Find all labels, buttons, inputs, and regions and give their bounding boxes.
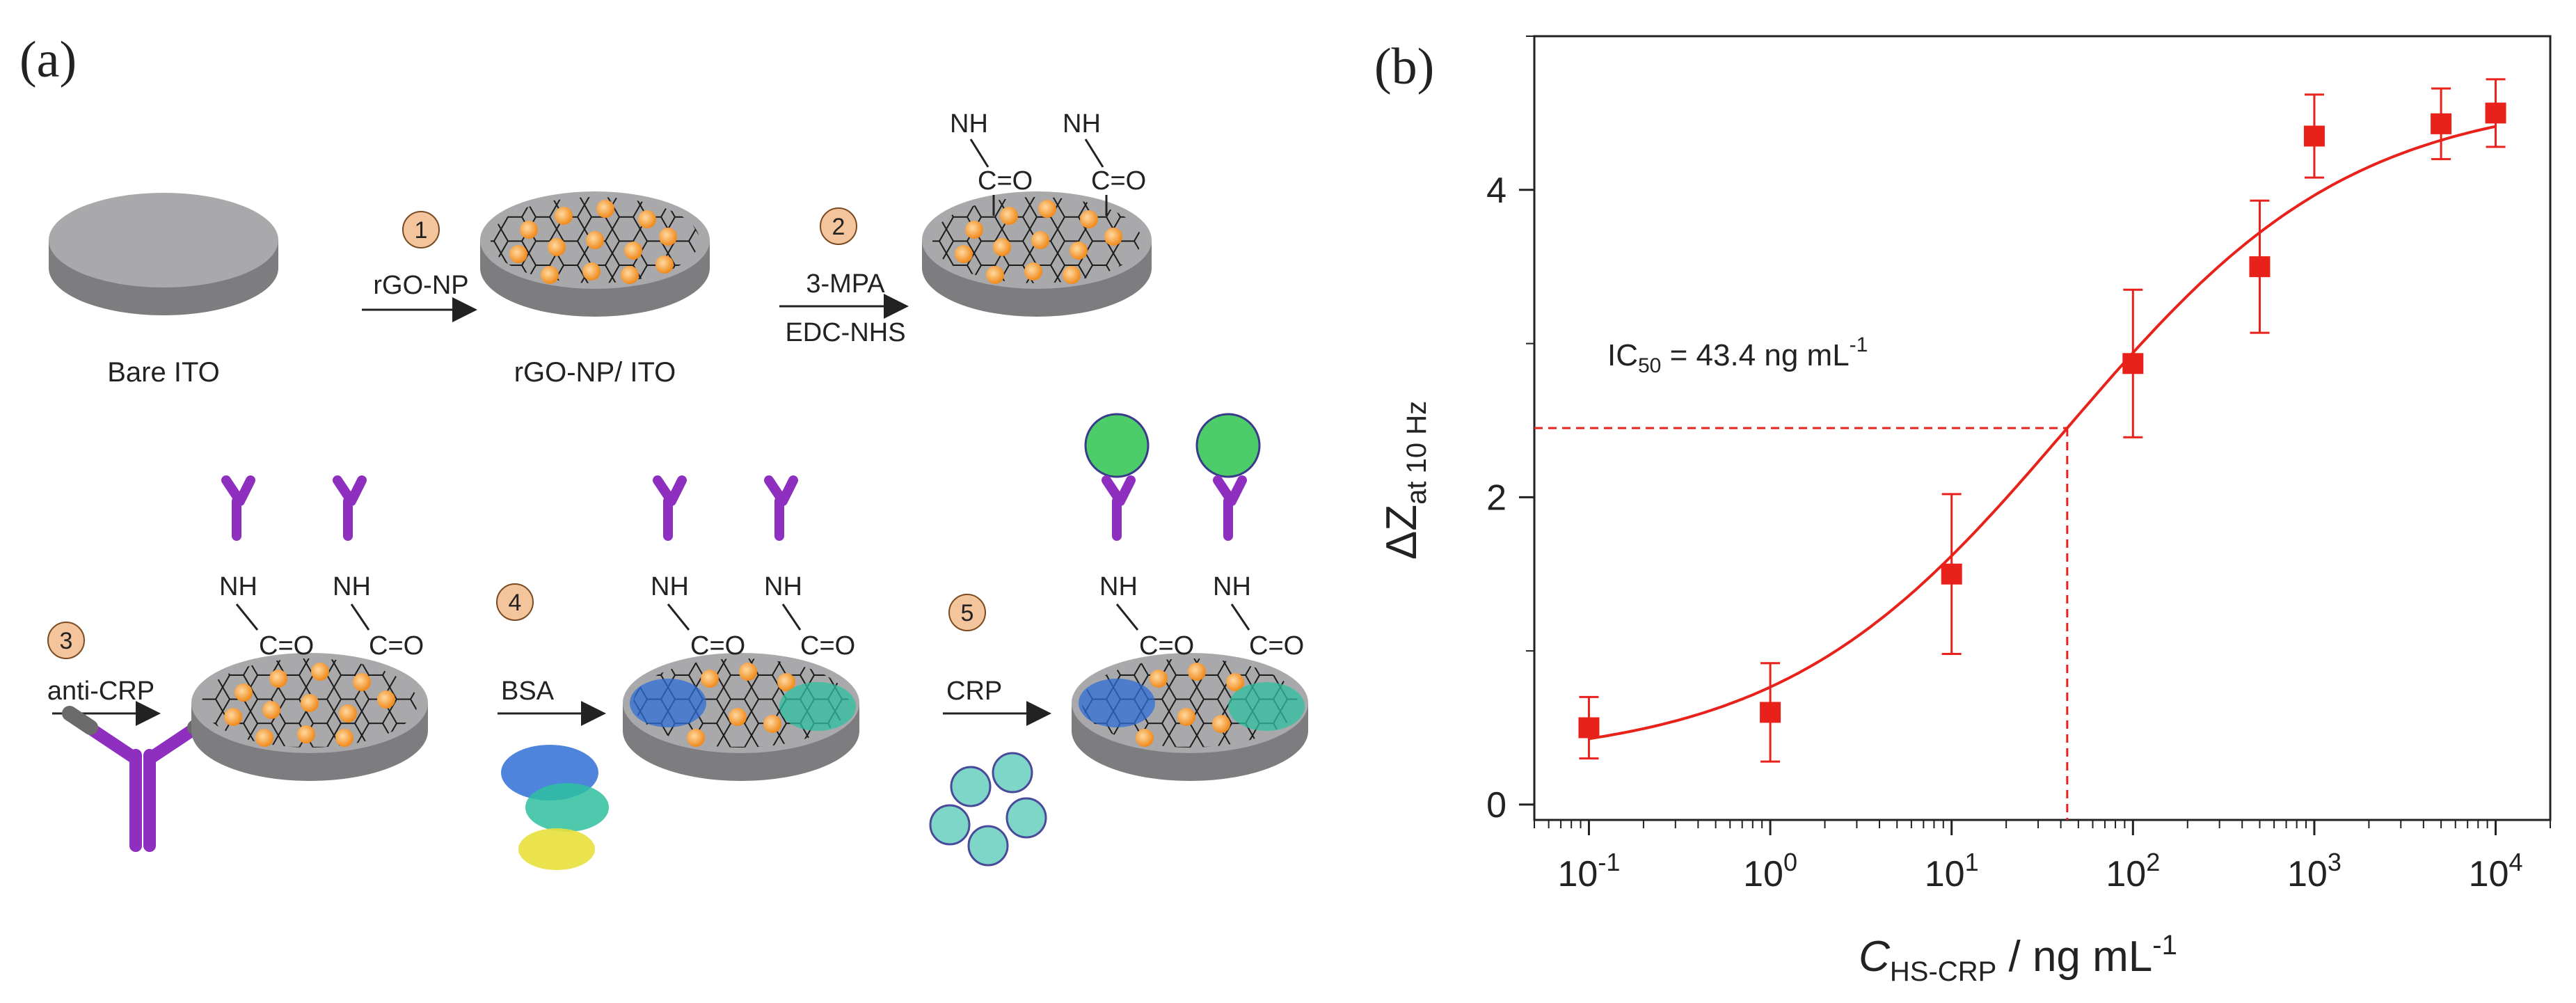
plot-ticks bbox=[1519, 35, 2551, 835]
error-bars bbox=[1579, 78, 2506, 763]
step-1-number: 1 bbox=[415, 217, 428, 244]
step-3-circle bbox=[47, 622, 85, 659]
co-label: C=O bbox=[259, 631, 314, 661]
bsa-protein-icon bbox=[501, 745, 609, 870]
bare-ito-disk bbox=[49, 193, 278, 315]
data-point bbox=[2485, 102, 2506, 124]
y-tick-label: 0 bbox=[1486, 785, 1506, 826]
crp-pentamer-icon bbox=[929, 752, 1047, 867]
rgo-np-ito-disk bbox=[480, 191, 710, 317]
x-axis-title: CHS-CRP / ng mL-1 bbox=[1859, 930, 2177, 987]
fit-line bbox=[1589, 125, 2496, 741]
crp-bound-disk: NH NH C=O C=O bbox=[1072, 413, 1308, 781]
antibody-disk: NH NH C=O C=O bbox=[191, 475, 428, 781]
x-tick-label: 103 bbox=[2287, 848, 2342, 894]
nh-label: NH bbox=[764, 572, 802, 601]
linker-group-top: NH NH C=O C=O bbox=[950, 109, 1146, 216]
step-2: 2 3-MPA EDC-NHS bbox=[779, 207, 909, 347]
step-5: 5 CRP bbox=[929, 594, 1051, 867]
step-1-circle bbox=[402, 211, 440, 248]
step-2-number: 2 bbox=[832, 214, 845, 240]
panel-a-label: (a) bbox=[19, 31, 77, 88]
step-2-circle bbox=[820, 207, 857, 245]
nh-label: NH bbox=[333, 572, 371, 601]
step-2-label-1: 3-MPA bbox=[806, 269, 885, 299]
y-tick-labels: 0 2 4 bbox=[1486, 171, 1506, 826]
co-label: C=O bbox=[690, 631, 745, 661]
nh-label: NH bbox=[1099, 572, 1138, 601]
step-3: 3 anti-CRP bbox=[47, 622, 223, 852]
co-label: C=O bbox=[1249, 631, 1304, 661]
step-4: 4 BSA bbox=[496, 583, 609, 870]
data-point bbox=[1578, 717, 1600, 739]
x-tick-label: 102 bbox=[2106, 848, 2160, 894]
step-2-label-2: EDC-NHS bbox=[785, 318, 905, 347]
co-label: C=O bbox=[369, 631, 424, 661]
step-5-number: 5 bbox=[961, 600, 974, 626]
data-point bbox=[1941, 563, 1962, 585]
step-3-label: anti-CRP bbox=[47, 677, 154, 706]
y-tick-label: 4 bbox=[1486, 171, 1506, 211]
data-point bbox=[1760, 702, 1781, 723]
step-4-number: 4 bbox=[509, 590, 522, 616]
step-5-label: CRP bbox=[946, 677, 1002, 706]
bare-ito-label: Bare ITO bbox=[107, 357, 220, 388]
nh-label: NH bbox=[950, 109, 988, 139]
nh-label: NH bbox=[1213, 572, 1251, 601]
data-points bbox=[1578, 102, 2506, 739]
step-1-label: rGO-NP bbox=[373, 271, 468, 300]
x-tick-label: 100 bbox=[1743, 848, 1797, 894]
ic50-guides bbox=[1534, 427, 2069, 820]
rgo-np-ito-label: rGO-NP/ ITO bbox=[514, 357, 676, 388]
y-axis-title: ΔZat 10 Hz bbox=[1378, 401, 1432, 560]
x-tick-label: 10-1 bbox=[1558, 848, 1621, 894]
step-4-circle bbox=[496, 583, 534, 621]
activated-disk bbox=[922, 191, 1152, 317]
data-point bbox=[2431, 113, 2452, 134]
data-point bbox=[2249, 256, 2271, 278]
x-tick-label: 101 bbox=[1925, 848, 1979, 894]
panel-b-label: (b) bbox=[1374, 38, 1434, 95]
co-label: C=O bbox=[800, 631, 855, 661]
data-point bbox=[2303, 125, 2325, 147]
fit-curve bbox=[1589, 125, 2496, 741]
y-tick-label: 2 bbox=[1486, 477, 1506, 518]
panel-b: (b) IC50 = 43.4 ng mL-1 ΔZat 10 Hz CHS-C… bbox=[1374, 35, 2552, 987]
panel-a: (a) Bare ITO 1 rGO-NP bbox=[19, 31, 1308, 870]
co-label: C=O bbox=[1091, 166, 1146, 196]
x-tick-labels: 10-1 100 101 102 103 104 bbox=[1558, 848, 2523, 894]
x-tick-label: 104 bbox=[2469, 848, 2523, 894]
nh-label: NH bbox=[1063, 109, 1101, 139]
step-3-number: 3 bbox=[60, 628, 73, 654]
step-5-circle bbox=[948, 594, 986, 631]
step-4-label: BSA bbox=[501, 677, 555, 706]
data-point bbox=[2122, 353, 2144, 374]
co-label: C=O bbox=[978, 166, 1033, 196]
nh-label: NH bbox=[651, 572, 689, 601]
bsa-blocked-disk: NH NH C=O C=O bbox=[623, 475, 859, 781]
nh-label: NH bbox=[219, 572, 257, 601]
ic50-annotation: IC50 = 43.4 ng mL-1 bbox=[1607, 333, 1868, 377]
step-1: 1 rGO-NP bbox=[362, 211, 477, 322]
co-label: C=O bbox=[1139, 631, 1194, 661]
